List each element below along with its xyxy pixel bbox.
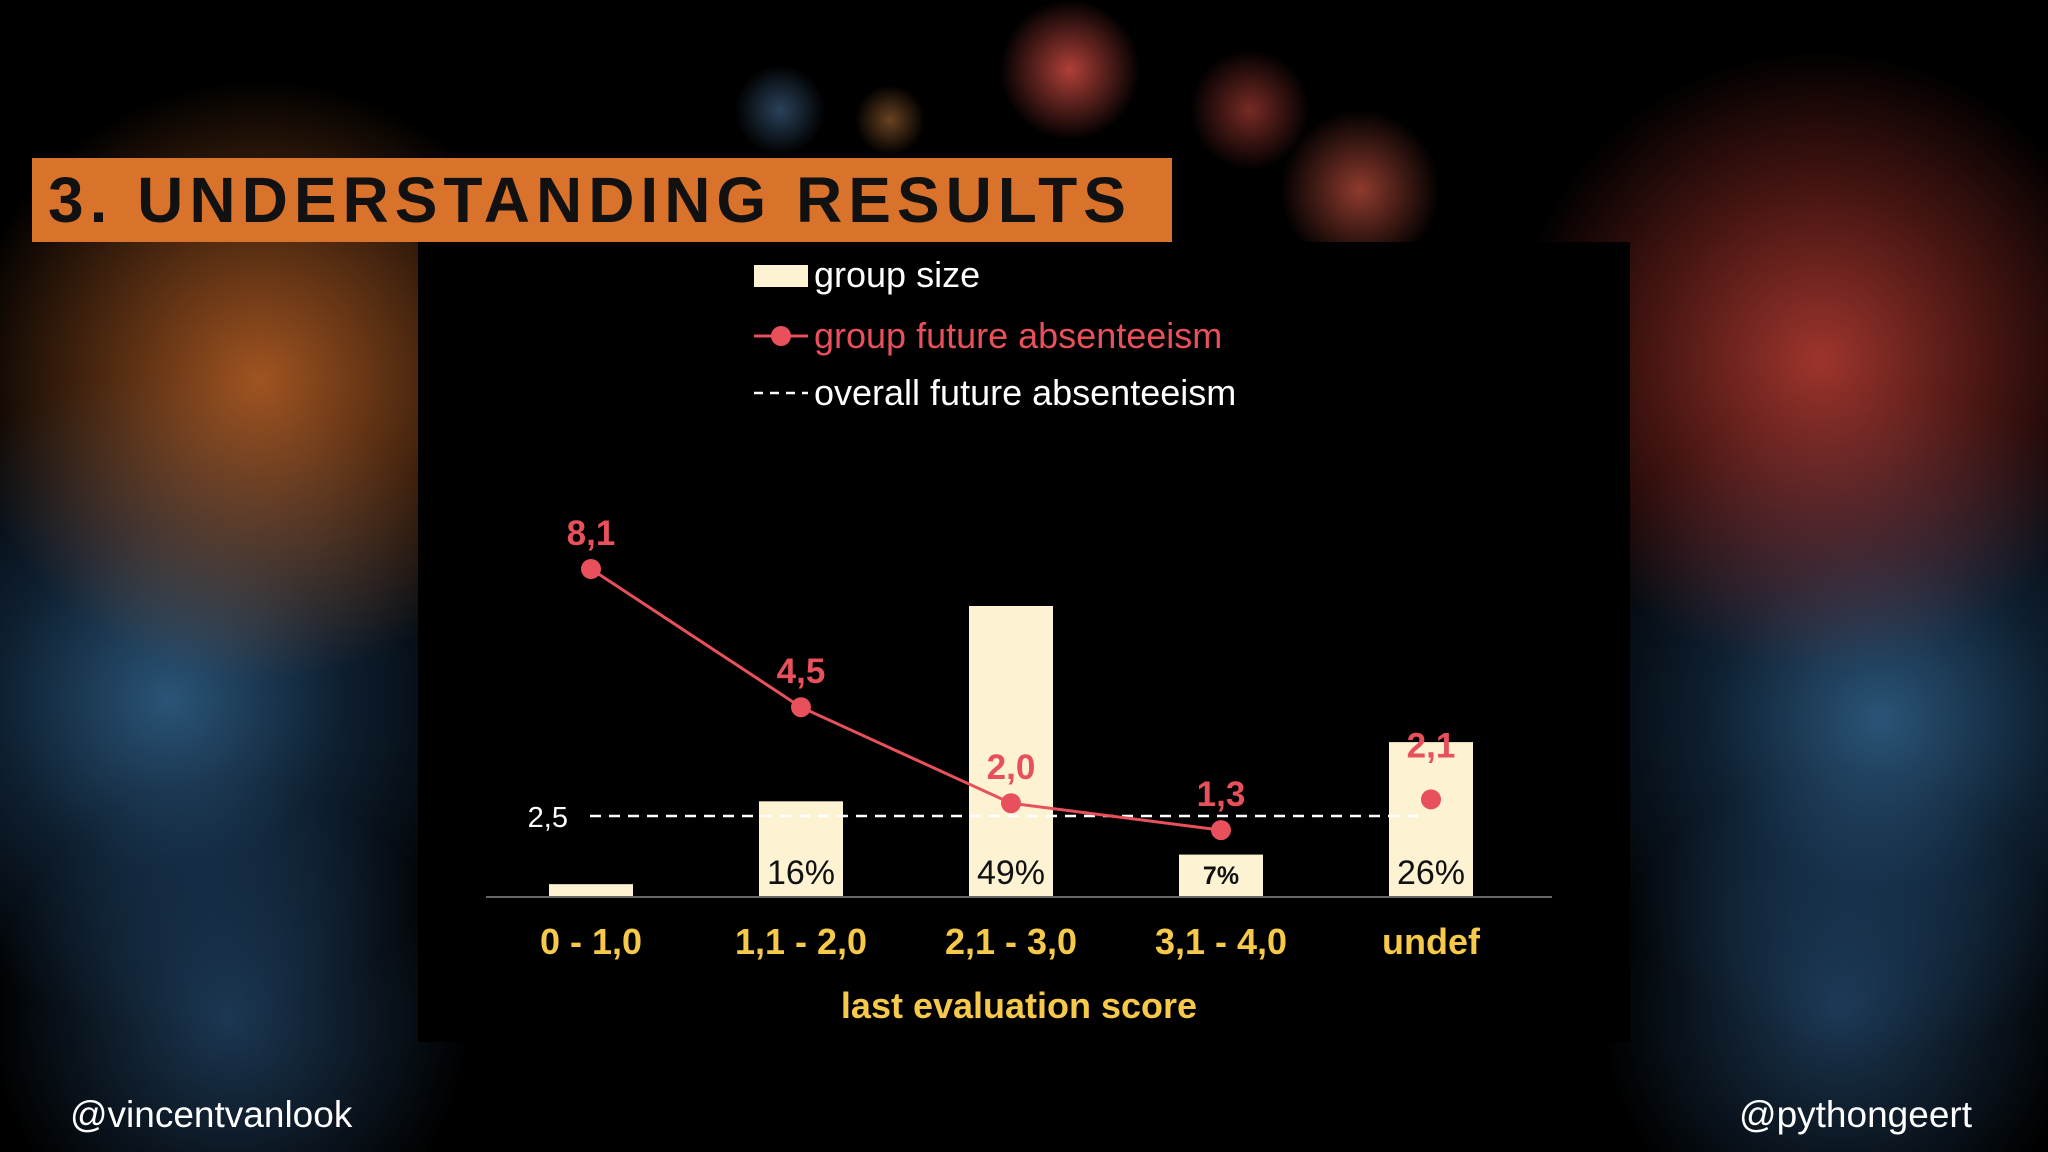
handle-left: @vincentvanlook — [70, 1094, 353, 1135]
absenteeism-line — [590, 567, 1222, 832]
bar-label-2: 49% — [977, 854, 1045, 892]
bar-4 — [1389, 742, 1473, 896]
bar-2 — [969, 606, 1053, 896]
x-tick-label-0: 0 - 1,0 — [540, 921, 642, 962]
absenteeism-point-3 — [1211, 820, 1231, 841]
title-banner: 3. UNDERSTANDING RESULTS — [32, 158, 1172, 242]
x-axis-title: last evaluation score — [841, 985, 1197, 1026]
x-tick-label-3: 3,1 - 4,0 — [1155, 921, 1287, 962]
reference-label: 2,5 — [528, 802, 568, 834]
x-tick-label-1: 1,1 - 2,0 — [735, 921, 867, 962]
x-tick-label-2: 2,1 - 3,0 — [945, 921, 1077, 962]
chart-panel: 16% 49% 7% 26% 2,5 8,1 4,5 2,0 1,3 2,1 0 - 1,0 1,1 … — [418, 242, 1630, 1042]
absenteeism-point-0 — [581, 559, 601, 579]
absenteeism-point-1 — [791, 697, 811, 718]
legend-label-reference: overall future absenteeism — [814, 372, 1236, 413]
absenteeism-label-1: 4,5 — [777, 652, 826, 691]
absenteeism-label-3: 1,3 — [1197, 775, 1246, 814]
slide-title: 3. UNDERSTANDING RESULTS — [48, 164, 1132, 236]
x-tick-label-4: undef — [1382, 921, 1481, 962]
absenteeism-point-4 — [1421, 789, 1441, 810]
absenteeism-label-0: 8,1 — [567, 514, 616, 553]
legend-swatch-bars — [754, 265, 808, 287]
chart-svg: 16% 49% 7% 26% 2,5 8,1 4,5 2,0 1,3 2,1 0 - 1,0 1,1 … — [486, 254, 1552, 1026]
bar-0 — [549, 884, 633, 896]
bar-label-3: 7% — [1203, 862, 1239, 890]
bar-label-4: 26% — [1397, 854, 1465, 892]
handle-right: @pythongeert — [1739, 1094, 1972, 1135]
absenteeism-label-2: 2,0 — [987, 748, 1036, 787]
legend-label-line: group future absenteeism — [814, 315, 1222, 356]
legend-label-bars: group size — [814, 254, 980, 295]
absenteeism-label-4: 2,1 — [1407, 726, 1456, 765]
bar-label-1: 16% — [767, 854, 835, 892]
legend-swatch-point — [771, 326, 791, 346]
bar-3 — [1179, 854, 1263, 896]
absenteeism-point-2 — [1001, 793, 1021, 814]
